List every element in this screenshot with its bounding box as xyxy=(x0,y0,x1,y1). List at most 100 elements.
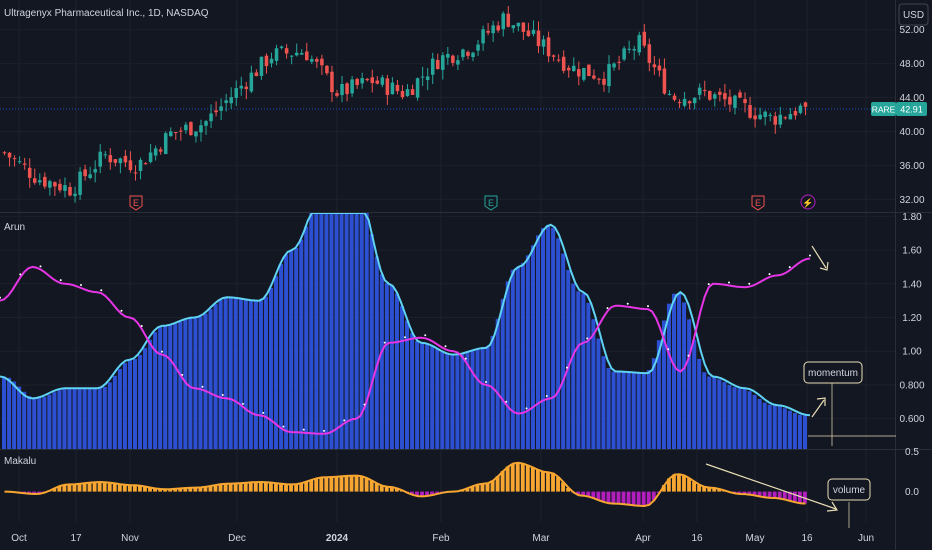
arun-hist-bar xyxy=(606,368,611,449)
candle-body xyxy=(773,116,778,125)
arun-axis[interactable]: 1.80 1.60 1.40 1.20 1.00 0.800 0.600 xyxy=(899,212,924,425)
candle-body xyxy=(788,114,793,120)
makalu-bar xyxy=(777,491,782,499)
candle-body xyxy=(556,59,561,61)
makalu-bar xyxy=(500,471,505,492)
candle-body xyxy=(451,55,455,63)
makalu-line xyxy=(4,461,806,508)
candle-body xyxy=(592,75,596,79)
arun-hist-bar xyxy=(374,256,379,449)
arun-hist-bar xyxy=(314,213,319,449)
makalu-bar xyxy=(349,475,354,492)
candle-body xyxy=(506,13,511,27)
candle-body xyxy=(365,78,369,81)
candle-body xyxy=(511,25,516,29)
arun-tick-label: 1.00 xyxy=(902,347,922,358)
earnings-marker[interactable] xyxy=(751,195,765,211)
arun-dot xyxy=(201,385,204,388)
arun-hist-bar xyxy=(2,376,7,449)
candle-body xyxy=(571,65,576,71)
arun-hist-bar xyxy=(561,253,566,449)
arun-hist-bar xyxy=(117,368,122,449)
arun-hist-bar xyxy=(32,398,37,449)
candle-body xyxy=(526,30,531,37)
candle-body xyxy=(224,100,228,104)
arun-hist-bar xyxy=(782,408,787,449)
arun-hist-bar xyxy=(661,320,666,449)
arun-hist-bar xyxy=(666,303,671,449)
makalu-bar xyxy=(314,478,319,492)
arun-dot xyxy=(647,305,649,308)
candle-body xyxy=(229,97,233,104)
makalu-bar xyxy=(762,491,767,498)
arun-dot xyxy=(221,394,224,397)
makalu-bar xyxy=(153,488,157,492)
candle-body xyxy=(672,95,677,100)
time-tick-label: 17 xyxy=(70,533,82,544)
candle-body xyxy=(597,78,601,80)
arun-hist-bar xyxy=(12,381,17,449)
candle-body xyxy=(73,193,77,197)
momentum-callout[interactable] xyxy=(803,361,863,384)
makalu-bar xyxy=(193,487,198,492)
arun-magenta-line xyxy=(0,257,811,435)
earnings-marker[interactable] xyxy=(484,195,498,211)
earnings-marker[interactable] xyxy=(129,195,143,211)
annotations[interactable]: momentum volume xyxy=(705,245,896,528)
candle-body xyxy=(466,51,470,56)
event-markers[interactable]: E E E ⚡ xyxy=(129,194,816,211)
makalu-bar xyxy=(374,483,379,492)
candle-body xyxy=(415,78,420,98)
candle-body xyxy=(461,49,465,58)
makalu-bar xyxy=(556,477,560,492)
dividend-marker[interactable] xyxy=(800,194,816,210)
makalu-bar xyxy=(92,482,97,492)
arun-hist-bar xyxy=(299,239,304,449)
makalu-bar xyxy=(168,489,173,492)
makalu-bar xyxy=(309,479,314,492)
candle-body xyxy=(617,61,621,63)
makalu-bar xyxy=(248,482,253,492)
arun-hist-bar xyxy=(641,373,646,449)
arun-hist-bar xyxy=(465,351,470,449)
arun-hist-bar xyxy=(430,346,435,449)
candle-body xyxy=(68,186,72,196)
makalu-bar xyxy=(546,472,550,492)
candle-body xyxy=(244,86,249,90)
price-axis[interactable]: 52.00 48.00 44.00 40.00 36.00 32.00 xyxy=(899,25,924,206)
makalu-axis[interactable]: 0.5 0.0 xyxy=(905,447,919,498)
price-pane[interactable]: Ultragenyx Pharmaceutical Inc., 1D, NASD… xyxy=(0,6,895,203)
arun-dot xyxy=(485,380,487,383)
arun-dot xyxy=(424,334,427,337)
arun-dot xyxy=(120,309,123,312)
candle-body xyxy=(294,52,299,56)
candles[interactable] xyxy=(2,6,808,203)
candle-body xyxy=(63,185,67,191)
arun-hist-bar xyxy=(243,299,248,449)
event-marker-label: E xyxy=(755,198,761,208)
arun-hist-bar xyxy=(107,382,112,449)
currency-button[interactable] xyxy=(898,3,929,26)
arun-hist-bar xyxy=(737,388,742,449)
arrow-up-momentum-head xyxy=(816,397,826,406)
arun-hist-bar xyxy=(379,274,384,449)
time-axis[interactable]: Oct 17 Nov Dec 2024 Feb Mar Apr 16 May 16 Jun xyxy=(11,533,874,544)
volume-callout[interactable] xyxy=(827,478,871,501)
arun-hist-bar xyxy=(47,394,52,449)
arun-hist-bar xyxy=(757,398,762,449)
makalu-pane-label: Makalu xyxy=(4,456,36,467)
makalu-pane[interactable]: Makalu xyxy=(4,456,807,508)
arun-dot xyxy=(606,307,609,310)
time-tick-label: Feb xyxy=(432,533,450,544)
arun-hist-bar xyxy=(203,313,208,449)
makalu-bar xyxy=(520,463,525,492)
time-tick-label: Apr xyxy=(635,533,651,544)
makalu-bar xyxy=(687,478,691,492)
makalu-bar xyxy=(62,484,67,492)
arun-pane[interactable]: Arun xyxy=(0,212,811,449)
candle-body xyxy=(657,65,662,71)
arun-dot xyxy=(181,373,184,376)
arun-hist-bar xyxy=(742,388,747,449)
arun-hist-bar xyxy=(787,410,792,449)
